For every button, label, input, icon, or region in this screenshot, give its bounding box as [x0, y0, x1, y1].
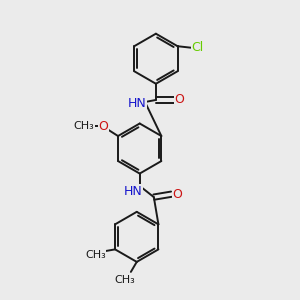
Text: Cl: Cl [191, 41, 203, 54]
Text: O: O [99, 119, 109, 133]
Text: O: O [175, 93, 184, 106]
Text: CH₃: CH₃ [114, 274, 135, 285]
Text: HN: HN [124, 185, 142, 198]
Text: O: O [172, 188, 182, 201]
Text: CH₃: CH₃ [73, 121, 94, 131]
Text: HN: HN [128, 97, 147, 110]
Text: CH₃: CH₃ [85, 250, 106, 260]
